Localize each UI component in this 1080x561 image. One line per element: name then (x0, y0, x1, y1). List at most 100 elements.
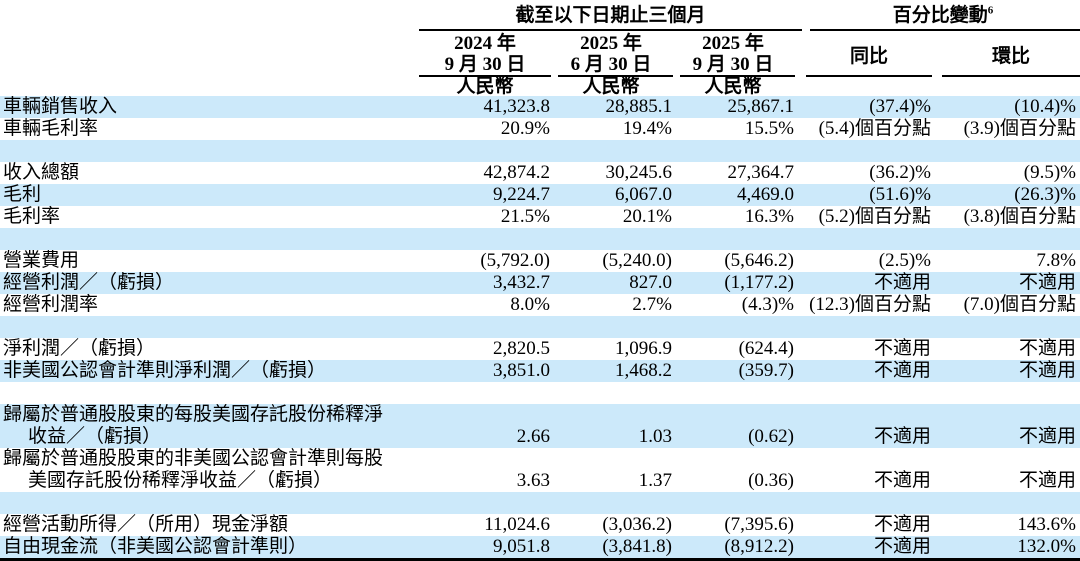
table-row: 經營利潤／（虧損） 3,432.7 827.0 (1,177.2) 不適用 不適用 (0, 272, 1080, 294)
column-rule (558, 75, 673, 77)
header-rule-change (810, 29, 1080, 31)
cell-value: 30,245.6 (605, 162, 673, 183)
cell-value: 27,364.7 (727, 162, 795, 183)
col-header-year: 2025 年 (580, 33, 642, 54)
column-rule (419, 75, 551, 77)
table-header: 截至以下日期止三個月 百分比變動6 2024 年 9 月 30 日 2025 年… (0, 0, 1080, 96)
cell-value: (1,177.2) (724, 272, 794, 293)
cell-value: 不適用 (873, 360, 931, 381)
cell-value: 20.9% (500, 118, 550, 139)
cell-value: (624.4) (738, 338, 794, 359)
table-row: 歸屬於普通股股東的每股美國存託股份稀釋淨 收益／（虧損） 2.66 1.03 (0.62… (0, 404, 1080, 448)
table-row: 車輛毛利率 20.9% 19.4% 15.5% (5.4)個百分點 (3.9)個百分點 (0, 118, 1080, 140)
table-row: 毛利 9,224.7 6,067.0 4,469.0 (51.6)% (26.3)% (0, 184, 1080, 206)
row-label: 非美國公認會計準則淨利潤／（虧損） (3, 360, 327, 381)
cell-value: 25,867.1 (727, 96, 795, 117)
col-header-date: 6 月 30 日 (570, 54, 652, 75)
cell-value: 8.0% (510, 294, 550, 315)
row-label: 淨利潤／（虧損） (3, 338, 156, 359)
period-group-header: 截至以下日期止三個月 (515, 5, 706, 26)
cell-value: 不適用 (873, 470, 931, 491)
cell-value: 不適用 (1018, 360, 1076, 381)
table-row: 經營利潤率 8.0% 2.7% (4.3)% (12.3)個百分點 (7.0)個百分點 (0, 294, 1080, 316)
cell-value: 15.5% (744, 118, 794, 139)
cell-value: (3,036.2) (602, 514, 672, 535)
cell-value: (5,240.0) (602, 250, 672, 271)
cell-value: 不適用 (1018, 470, 1076, 491)
currency-label: 人民幣 (704, 76, 762, 97)
footnote-6-superscript: 6 (987, 4, 994, 17)
table-row: 收入總額 42,874.2 30,245.6 27,364.7 (36.2)% (9.5)… (0, 162, 1080, 184)
yoy-column-header: 同比 (849, 45, 888, 67)
table-row: 自由現金流（非美國公認會計準則） 9,051.8 (3,841.8) (8,912.2… (0, 536, 1080, 558)
col-header-date: 9 月 30 日 (444, 54, 526, 75)
cell-value: 11,024.6 (484, 514, 550, 535)
row-label: 收入總額 (3, 162, 80, 183)
cell-value: 不適用 (873, 338, 931, 359)
cell-value: (3.8)個百分點 (963, 206, 1076, 227)
cell-value: 不適用 (873, 536, 931, 557)
cell-value: (51.6)% (869, 184, 931, 205)
cell-value: 1.03 (638, 426, 672, 447)
col-header-2025-06-30: 2025 年 6 月 30 日 (550, 33, 672, 75)
table-row: 車輛銷售收入 41,323.8 28,885.1 25,867.1 (37.4)% (10… (0, 96, 1080, 118)
cell-value: (5.4)個百分點 (818, 118, 931, 139)
row-label: 經營活動所得／（所用）現金淨額 (3, 514, 289, 535)
cell-value: (8,912.2) (724, 536, 794, 557)
table-row: 營業費用 (5,792.0) (5,240.0) (5,646.2) (2.5)% 7.8… (0, 250, 1080, 272)
cell-value: 1.37 (638, 470, 672, 491)
table-row: 經營活動所得／（所用）現金淨額 11,024.6 (3,036.2) (7,395.6… (0, 514, 1080, 536)
cell-value: (36.2)% (869, 162, 931, 183)
row-label: 經營利潤率 (3, 294, 99, 315)
header-rule-period (419, 29, 802, 31)
row-label: 自由現金流（非美國公認會計準則） (3, 536, 308, 557)
cell-value: (9.5)% (1023, 162, 1076, 183)
spacer-row (0, 492, 1080, 514)
row-label: 歸屬於普通股股東的非美國公認會計準則每股 美國存託股份稀釋淨收益／（虧損） (3, 448, 384, 491)
row-label: 營業費用 (3, 250, 80, 271)
table-row: 歸屬於普通股股東的非美國公認會計準則每股 美國存託股份稀釋淨收益／（虧損） 3.63… (0, 448, 1080, 492)
cell-value: (12.3)個百分點 (809, 294, 931, 315)
table-body: 車輛銷售收入 41,323.8 28,885.1 25,867.1 (37.4)% (10… (0, 96, 1080, 561)
cell-value: 20.1% (622, 206, 672, 227)
spacer-row (0, 228, 1080, 250)
cell-value: 不適用 (873, 514, 931, 535)
cell-value: 不適用 (1018, 426, 1076, 447)
cell-value: 7.8% (1036, 250, 1076, 271)
cell-value: 4,469.0 (737, 184, 794, 205)
cell-value: 1,468.2 (615, 360, 672, 381)
cell-value: 不適用 (873, 426, 931, 447)
table-row: 淨利潤／（虧損） 2,820.5 1,096.9 (624.4) 不適用 不適用 (0, 338, 1080, 360)
row-label: 經營利潤／（虧損） (3, 272, 175, 293)
cell-value: (5,646.2) (724, 250, 794, 271)
change-group-header: 百分比變動6 (806, 5, 1080, 27)
cell-value: 21.5% (500, 206, 550, 227)
row-label: 毛利率 (3, 206, 61, 227)
cell-value: 28,885.1 (605, 96, 673, 117)
cell-value: (26.3)% (1014, 184, 1076, 205)
column-rule (806, 75, 932, 77)
cell-value: (359.7) (738, 360, 794, 381)
spacer-row (0, 316, 1080, 338)
cell-value: (5.2)個百分點 (818, 206, 931, 227)
cell-value: 3,851.0 (493, 360, 550, 381)
col-header-year: 2024 年 (454, 33, 516, 54)
column-rule (680, 75, 795, 77)
table-row: 毛利率 21.5% 20.1% 16.3% (5.2)個百分點 (3.8)個百分點 (0, 206, 1080, 228)
col-header-year: 2025 年 (702, 33, 764, 54)
cell-value: 19.4% (622, 118, 672, 139)
col-header-date: 9 月 30 日 (692, 54, 774, 75)
table-row: 非美國公認會計準則淨利潤／（虧損） 3,851.0 1,468.2 (359.7) 不適… (0, 360, 1080, 382)
column-rule (942, 75, 1080, 77)
cell-value: (2.5)% (878, 250, 931, 271)
cell-value: (5,792.0) (480, 250, 550, 271)
cell-value: 不適用 (873, 272, 931, 293)
cell-value: 2.7% (632, 294, 672, 315)
cell-value: (37.4)% (869, 96, 931, 117)
cell-value: (7,395.6) (724, 514, 794, 535)
cell-value: (4.3)% (741, 294, 794, 315)
col-header-2025-09-30: 2025 年 9 月 30 日 (672, 33, 794, 75)
cell-value: 2.66 (516, 426, 550, 447)
currency-label: 人民幣 (456, 76, 514, 97)
